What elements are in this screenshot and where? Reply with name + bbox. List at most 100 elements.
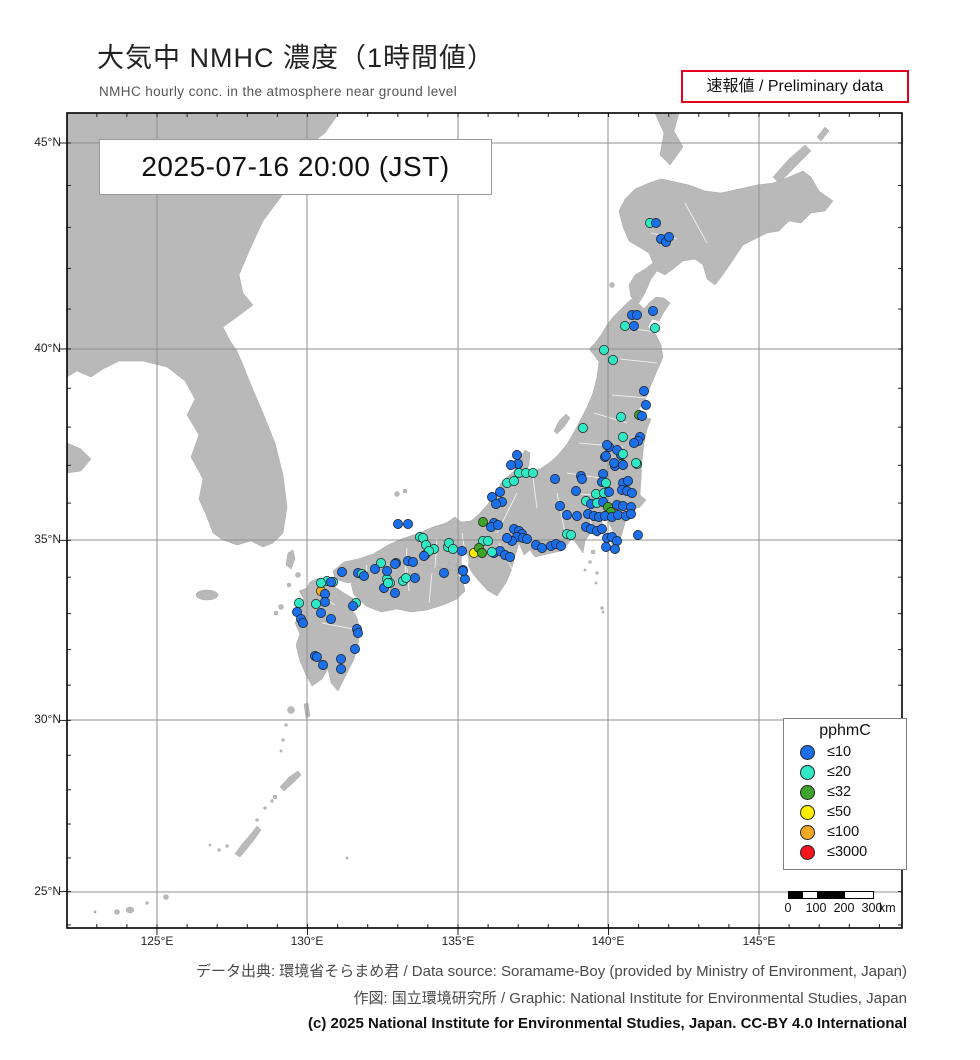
legend-row: ≤3000 bbox=[784, 842, 906, 862]
izu-island bbox=[594, 581, 598, 585]
izu-island bbox=[588, 560, 592, 564]
station-dot bbox=[316, 608, 326, 618]
station-dot bbox=[390, 559, 400, 569]
ryukyu-island bbox=[145, 901, 149, 905]
timestamp-box: 2025-07-16 20:00 (JST) bbox=[99, 139, 492, 195]
iki-island bbox=[295, 572, 301, 578]
station-dot bbox=[370, 564, 380, 574]
station-dot bbox=[390, 588, 400, 598]
station-dot bbox=[457, 546, 467, 556]
station-dot bbox=[336, 664, 346, 674]
station-dot bbox=[522, 534, 532, 544]
station-dot bbox=[648, 306, 658, 316]
station-dot bbox=[359, 571, 369, 581]
station-dot bbox=[477, 548, 487, 558]
jeju-island bbox=[195, 589, 219, 601]
station-dot bbox=[350, 644, 360, 654]
okinawa-island bbox=[234, 825, 262, 858]
station-dot bbox=[376, 558, 386, 568]
tokara-island bbox=[284, 723, 288, 727]
station-dot bbox=[610, 544, 620, 554]
station-dots-layer bbox=[292, 218, 674, 674]
lon-axis-label: 125°E bbox=[140, 934, 174, 948]
lat-axis-label: 25°N bbox=[34, 884, 61, 898]
station-dot bbox=[316, 578, 326, 588]
oki-island-2 bbox=[402, 488, 408, 494]
station-dot bbox=[572, 511, 582, 521]
station-dot bbox=[393, 519, 403, 529]
legend-row: ≤20 bbox=[784, 762, 906, 782]
station-dot bbox=[401, 573, 411, 583]
station-dot bbox=[599, 345, 609, 355]
lat-axis-label: 40°N bbox=[34, 341, 61, 355]
scale-bar-unit: km bbox=[879, 901, 896, 915]
scale-bar-segment bbox=[817, 892, 845, 898]
legend: pphmC ≤10 ≤20 ≤32 ≤50 ≤100 ≤3000 bbox=[783, 718, 907, 870]
legend-rows: ≤10 ≤20 ≤32 ≤50 ≤100 ≤3000 bbox=[784, 742, 906, 862]
legend-dot-icon bbox=[800, 784, 815, 800]
station-dot bbox=[641, 400, 651, 410]
kuril-small bbox=[816, 126, 830, 142]
lat-axis-label: 30°N bbox=[34, 712, 61, 726]
legend-row: ≤32 bbox=[784, 782, 906, 802]
station-dot bbox=[639, 386, 649, 396]
station-dot bbox=[419, 551, 429, 561]
footer-data-source: データ出典: 環境省そらまめ君 / Data source: Soramame-… bbox=[195, 963, 907, 980]
yaeyama-island bbox=[93, 910, 97, 914]
station-dot bbox=[478, 517, 488, 527]
station-dot bbox=[528, 468, 538, 478]
izu-island bbox=[583, 568, 587, 572]
izu-island bbox=[590, 549, 596, 555]
station-dot bbox=[410, 573, 420, 583]
ryukyu-island bbox=[208, 843, 212, 847]
izu-island bbox=[595, 571, 599, 575]
continent-asia bbox=[66, 112, 340, 548]
station-dot bbox=[318, 660, 328, 670]
station-dot bbox=[336, 654, 346, 664]
station-dot bbox=[629, 438, 639, 448]
legend-label: ≤100 bbox=[827, 824, 860, 840]
ryukyu-island bbox=[272, 794, 278, 800]
station-dot bbox=[555, 501, 565, 511]
scale-bar-segment bbox=[789, 892, 803, 898]
station-dot bbox=[566, 530, 576, 540]
map-border bbox=[66, 112, 903, 929]
goto-island-2 bbox=[273, 610, 279, 616]
map-canvas bbox=[60, 112, 903, 935]
station-dot bbox=[312, 652, 322, 662]
legend-label: ≤3000 bbox=[827, 844, 868, 860]
station-dot bbox=[337, 567, 347, 577]
station-dot bbox=[601, 478, 611, 488]
scale-bar-segment bbox=[845, 892, 873, 898]
station-dot bbox=[618, 432, 628, 442]
yakushima bbox=[287, 706, 295, 714]
station-dot bbox=[632, 310, 642, 320]
izu-island bbox=[601, 610, 605, 614]
lat-axis-label: 45°N bbox=[34, 135, 61, 149]
lat-axis-label: 35°N bbox=[34, 532, 61, 546]
miyako-island bbox=[163, 894, 169, 900]
station-dot bbox=[562, 510, 572, 520]
station-dot bbox=[601, 542, 611, 552]
station-dot bbox=[601, 451, 611, 461]
station-dot bbox=[650, 323, 660, 333]
amami-island bbox=[279, 770, 302, 792]
station-dot bbox=[495, 487, 505, 497]
station-dot bbox=[383, 578, 393, 588]
station-dot bbox=[578, 423, 588, 433]
ryukyu-island bbox=[225, 844, 229, 848]
station-dot bbox=[537, 543, 547, 553]
station-dot bbox=[509, 476, 519, 486]
page-title: 大気中 NMHC 濃度（1時間値） bbox=[97, 43, 496, 73]
station-dot bbox=[493, 520, 503, 530]
station-dot bbox=[320, 597, 330, 607]
station-dot bbox=[458, 566, 468, 576]
page-subtitle: NMHC hourly conc. in the atmosphere near… bbox=[99, 84, 458, 99]
station-dot bbox=[633, 530, 643, 540]
station-dot bbox=[651, 218, 661, 228]
station-dot bbox=[577, 474, 587, 484]
station-dot bbox=[311, 599, 321, 609]
yaeyama-island bbox=[114, 909, 120, 915]
legend-row: ≤10 bbox=[784, 742, 906, 762]
ryukyu-island bbox=[217, 848, 221, 852]
